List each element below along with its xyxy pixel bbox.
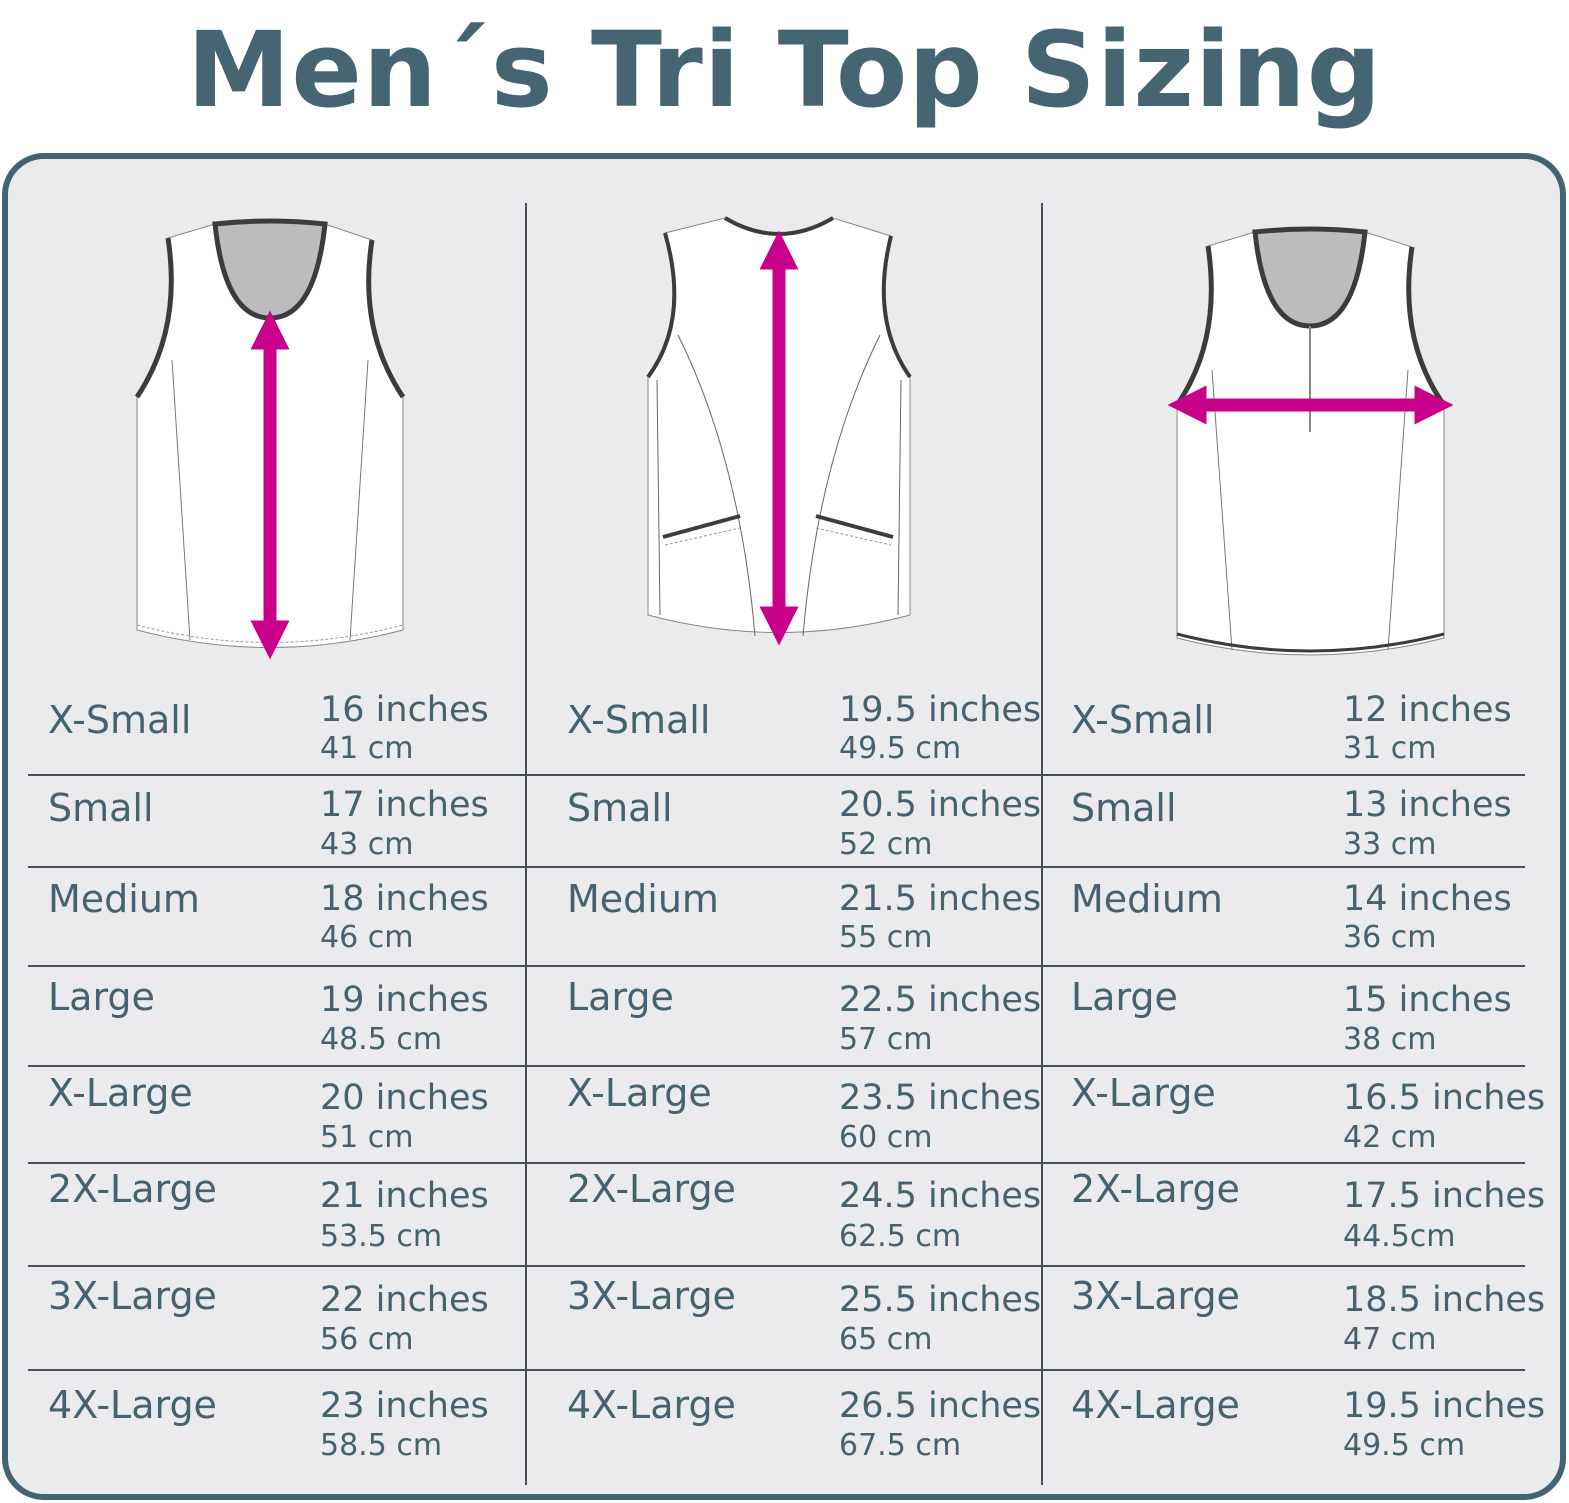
- row-divider: [28, 965, 1525, 967]
- column-divider: [1041, 203, 1043, 1485]
- size-label: X-Small: [567, 698, 711, 742]
- cm-value: 62.5 cm: [839, 1219, 962, 1254]
- cm-value: 65 cm: [839, 1322, 933, 1357]
- inches-value: 16 inches: [320, 690, 489, 730]
- inches-value: 15 inches: [1343, 980, 1512, 1020]
- size-label: Small: [1071, 786, 1177, 830]
- row-divider: [28, 1369, 1525, 1371]
- inches-value: 25.5 inches: [839, 1280, 1042, 1320]
- size-label: Medium: [48, 877, 200, 921]
- size-label: Large: [1071, 975, 1178, 1019]
- row-divider: [28, 774, 1525, 776]
- inches-value: 18 inches: [320, 879, 489, 919]
- cm-value: 42 cm: [1343, 1120, 1437, 1155]
- size-label: X-Large: [1071, 1071, 1216, 1115]
- cm-value: 58.5 cm: [320, 1428, 443, 1463]
- inches-value: 20 inches: [320, 1078, 489, 1118]
- size-label: X-Large: [48, 1071, 193, 1115]
- inches-value: 18.5 inches: [1343, 1280, 1546, 1320]
- cm-value: 60 cm: [839, 1120, 933, 1155]
- inches-value: 23 inches: [320, 1386, 489, 1426]
- inches-value: 22 inches: [320, 1280, 489, 1320]
- cm-value: 31 cm: [1343, 731, 1437, 766]
- size-label: 4X-Large: [1071, 1383, 1240, 1427]
- cm-value: 56 cm: [320, 1322, 414, 1357]
- cm-value: 41 cm: [320, 731, 414, 766]
- row-divider: [28, 866, 1525, 868]
- vest-front-icon: [134, 218, 406, 660]
- inches-value: 21 inches: [320, 1176, 489, 1216]
- cm-value: 51 cm: [320, 1120, 414, 1155]
- inches-value: 16.5 inches: [1343, 1078, 1546, 1118]
- inches-value: 20.5 inches: [839, 785, 1042, 825]
- cm-value: 46 cm: [320, 920, 414, 955]
- cm-value: 55 cm: [839, 920, 933, 955]
- size-label: Large: [48, 975, 155, 1019]
- inches-value: 24.5 inches: [839, 1176, 1042, 1216]
- size-label: 2X-Large: [48, 1167, 217, 1211]
- cm-value: 57 cm: [839, 1022, 933, 1057]
- size-label: 3X-Large: [48, 1274, 217, 1318]
- size-label: 3X-Large: [1071, 1274, 1240, 1318]
- row-divider: [28, 1265, 1525, 1267]
- cm-value: 48.5 cm: [320, 1022, 443, 1057]
- row-divider: [28, 1065, 1525, 1067]
- size-label: 3X-Large: [567, 1274, 736, 1318]
- cm-value: 49.5 cm: [839, 731, 962, 766]
- inches-value: 19 inches: [320, 980, 489, 1020]
- size-label: X-Small: [1071, 698, 1215, 742]
- size-label: X-Large: [567, 1071, 712, 1115]
- size-label: 4X-Large: [48, 1383, 217, 1427]
- vest-back-icon: [646, 216, 912, 646]
- size-label: Small: [48, 786, 154, 830]
- cm-value: 43 cm: [320, 827, 414, 862]
- cm-value: 52 cm: [839, 827, 933, 862]
- vest-front-chest-icon: [1167, 226, 1454, 656]
- cm-value: 44.5cm: [1343, 1219, 1456, 1254]
- inches-value: 13 inches: [1343, 785, 1512, 825]
- size-label: Medium: [1071, 877, 1223, 921]
- size-label: Medium: [567, 877, 719, 921]
- size-label: 2X-Large: [1071, 1167, 1240, 1211]
- cm-value: 33 cm: [1343, 827, 1437, 862]
- inches-value: 22.5 inches: [839, 980, 1042, 1020]
- cm-value: 49.5 cm: [1343, 1428, 1466, 1463]
- page-title: Men´s Tri Top Sizing: [186, 9, 1383, 131]
- inches-value: 19.5 inches: [1343, 1386, 1546, 1426]
- size-label: X-Small: [48, 698, 192, 742]
- cm-value: 53.5 cm: [320, 1219, 443, 1254]
- inches-value: 26.5 inches: [839, 1386, 1042, 1426]
- row-divider: [28, 1162, 1525, 1164]
- cm-value: 47 cm: [1343, 1322, 1437, 1357]
- size-label: 2X-Large: [567, 1167, 736, 1211]
- inches-value: 19.5 inches: [839, 690, 1042, 730]
- inches-value: 12 inches: [1343, 690, 1512, 730]
- cm-value: 67.5 cm: [839, 1428, 962, 1463]
- size-label: Small: [567, 786, 673, 830]
- inches-value: 23.5 inches: [839, 1078, 1042, 1118]
- size-label: Large: [567, 975, 674, 1019]
- cm-value: 38 cm: [1343, 1022, 1437, 1057]
- inches-value: 14 inches: [1343, 879, 1512, 919]
- column-divider: [525, 203, 527, 1485]
- inches-value: 17 inches: [320, 785, 489, 825]
- cm-value: 36 cm: [1343, 920, 1437, 955]
- inches-value: 17.5 inches: [1343, 1176, 1546, 1216]
- inches-value: 21.5 inches: [839, 879, 1042, 919]
- size-label: 4X-Large: [567, 1383, 736, 1427]
